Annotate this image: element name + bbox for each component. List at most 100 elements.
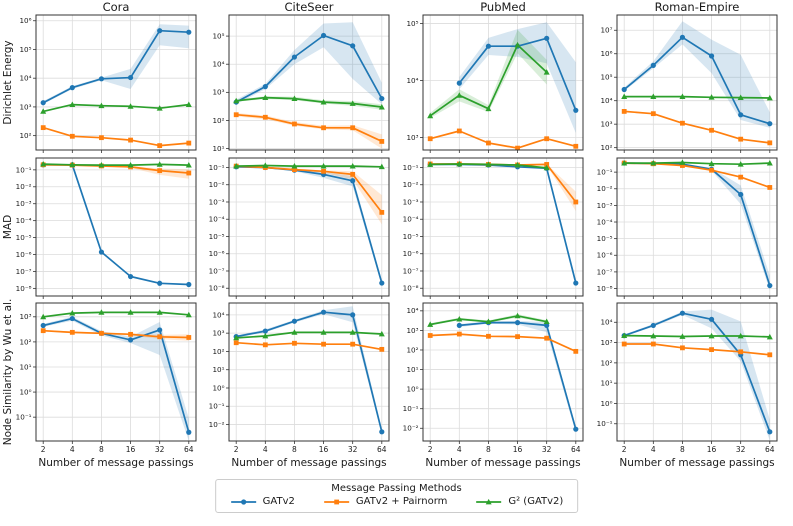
marker-triangle-g-gatv2 <box>185 162 192 168</box>
series-line-g-gatv2 <box>624 95 770 99</box>
legend-marker-circle-icon <box>230 498 256 505</box>
data-points-gatv2-pairnorm <box>621 109 773 146</box>
marker-triangle-g-gatv2 <box>262 332 269 339</box>
marker-triangle-g-gatv2 <box>185 311 192 318</box>
marker-triangle-g-gatv2 <box>679 159 686 165</box>
marker-circle-gatv2 <box>320 32 327 39</box>
marker-circle-gatv2 <box>40 322 46 329</box>
series-line-gatv2 <box>43 163 189 286</box>
marker-square-gatv2-pairnorm <box>233 112 239 118</box>
panel-border <box>228 14 390 151</box>
x-tick-label: 4 <box>263 445 268 454</box>
y-tick-label: 10⁻² <box>16 182 32 191</box>
y-tick-label: 10⁻³ <box>16 199 32 208</box>
marker-square-gatv2-pairnorm <box>650 341 656 347</box>
series-line-gatv2 <box>43 317 190 433</box>
marker-triangle-g-gatv2 <box>650 93 657 99</box>
marker-square-gatv2-pairnorm <box>350 171 356 177</box>
legend-entry-g-gatv2: G² (GATv2) <box>475 496 563 507</box>
marker-square-gatv2-pairnorm <box>186 170 192 176</box>
marker-square-gatv2-pairnorm <box>515 334 520 340</box>
series-line-g-gatv2 <box>236 331 382 339</box>
data-points-gatv2-pairnorm <box>427 161 579 205</box>
panel-border <box>422 157 584 297</box>
marker-circle-gatv2 <box>262 84 268 90</box>
marker-triangle-g-gatv2 <box>262 162 269 168</box>
marker-square-gatv2-pairnorm <box>321 341 326 347</box>
marker-circle-gatv2 <box>738 191 744 198</box>
marker-triangle-g-gatv2 <box>427 112 434 119</box>
marker-triangle-g-gatv2 <box>485 318 492 325</box>
data-points-gatv2-pairnorm <box>233 112 385 144</box>
data-points-g-gatv2 <box>40 309 192 320</box>
marker-triangle-g-gatv2 <box>349 329 356 335</box>
marker-square-gatv2-pairnorm <box>427 136 433 142</box>
marker-triangle-g-gatv2 <box>185 101 192 108</box>
y-tick-label: 10⁻³ <box>209 197 225 206</box>
y-tick-label: 10² <box>19 337 31 346</box>
y-tick-label: 10⁻² <box>403 180 419 189</box>
x-tick-label: 16 <box>707 445 717 454</box>
y-tick-label: 10⁴ <box>212 310 224 319</box>
y-tick-label: 10⁻⁵ <box>209 232 225 241</box>
series-line-gatv2 <box>235 34 383 103</box>
series-line-gatv2 <box>42 29 189 104</box>
y-tick-label: 10⁷ <box>600 26 612 35</box>
y-tick-label: 10¹ <box>212 365 224 374</box>
x-tick-label: 4 <box>457 445 462 454</box>
marker-triangle-g-gatv2 <box>98 309 105 315</box>
data-points-g-gatv2 <box>233 329 385 341</box>
y-tick-label: 10³ <box>19 102 31 111</box>
marker-square-gatv2-pairnorm <box>292 121 297 127</box>
y-tick-label: 10⁵ <box>406 19 418 28</box>
marker-circle-gatv2 <box>127 273 134 280</box>
y-tick-label: 10⁻⁷ <box>597 267 613 276</box>
data-points-gatv2-pairnorm <box>427 331 579 354</box>
y-tick-label: 10⁻⁴ <box>403 215 419 224</box>
marker-square-gatv2-pairnorm <box>99 330 104 336</box>
series-line-g-gatv2 <box>43 163 189 166</box>
panel-roman-empire-node-similarity-by-wu-et-al: 10⁻¹ 10⁰ 10¹ 10² 10³ 10⁴ 2 4 8 16 32 64 Number of me… <box>597 302 778 469</box>
y-tick-label: 10⁻¹ <box>403 163 419 172</box>
marker-triangle-g-gatv2 <box>514 161 521 168</box>
confidence-band-gatv2 <box>459 22 576 133</box>
marker-circle-gatv2 <box>514 320 521 326</box>
y-tick-label: 10⁻⁸ <box>209 284 225 293</box>
marker-triangle-g-gatv2 <box>378 163 385 170</box>
data-points-gatv2-pairnorm <box>40 125 192 148</box>
marker-triangle-g-gatv2 <box>378 103 385 110</box>
marker-triangle-g-gatv2 <box>708 160 715 167</box>
x-tick-label: 8 <box>680 445 685 454</box>
y-tick-label: 10⁵ <box>19 45 31 54</box>
y-tick-label: 10⁻⁷ <box>209 266 225 275</box>
marker-triangle-g-gatv2 <box>679 333 686 339</box>
marker-square-gatv2-pairnorm <box>621 109 627 114</box>
x-tick-label: 16 <box>126 445 136 454</box>
marker-square-gatv2-pairnorm <box>767 185 773 190</box>
marker-square-gatv2-pairnorm <box>573 143 579 149</box>
marker-square-gatv2-pairnorm <box>186 335 192 340</box>
x-tick-label: 2 <box>41 445 46 454</box>
y-tick-label: 10⁻⁴ <box>597 217 613 226</box>
marker-triangle-g-gatv2 <box>621 332 628 339</box>
data-points-gatv2-pairnorm <box>621 341 773 358</box>
marker-circle-gatv2 <box>98 76 105 82</box>
x-tick-label: 4 <box>70 445 75 454</box>
marker-triangle-g-gatv2 <box>427 321 434 327</box>
panel-border <box>228 157 390 297</box>
panel-border <box>616 302 778 442</box>
marker-triangle-g-gatv2 <box>40 108 47 114</box>
marker-square-gatv2-pairnorm <box>573 199 579 205</box>
marker-square-gatv2-pairnorm <box>573 348 579 354</box>
axis-label-x: Number of message passings <box>38 457 193 469</box>
marker-triangle-g-gatv2 <box>679 93 686 99</box>
series-line-g-gatv2 <box>43 311 189 318</box>
y-tick-label: 10⁻¹ <box>209 163 225 172</box>
marker-square-gatv2-pairnorm <box>544 335 550 341</box>
data-points-gatv2-pairnorm <box>427 128 579 151</box>
marker-circle-gatv2 <box>157 28 163 34</box>
series-line-gatv2-pairnorm <box>236 341 382 351</box>
marker-triangle-g-gatv2 <box>766 159 773 166</box>
marker-triangle-g-gatv2 <box>233 97 240 104</box>
marker-circle-gatv2 <box>69 85 75 91</box>
